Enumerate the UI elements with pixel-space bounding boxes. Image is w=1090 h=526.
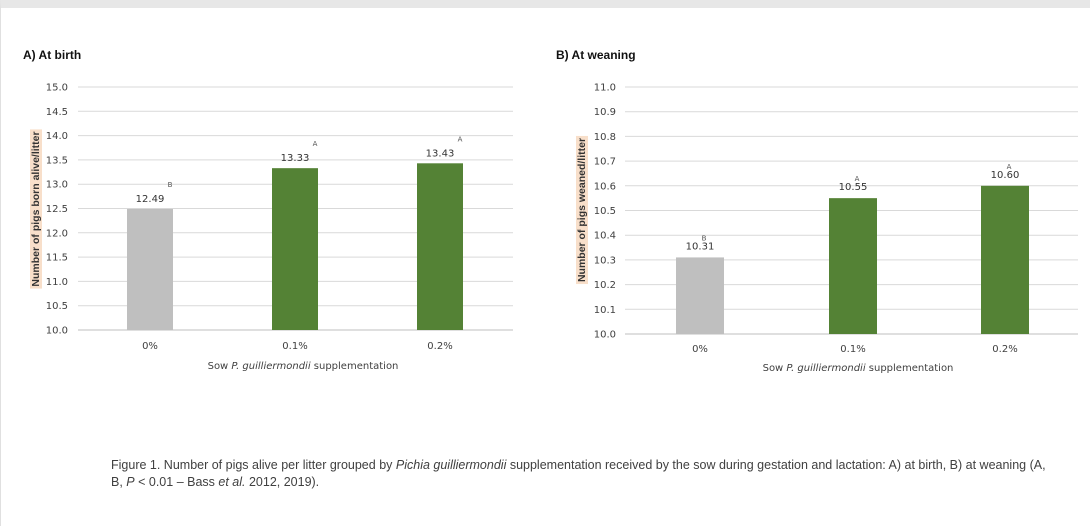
x-axis-title-part: supplementation: [866, 363, 954, 374]
y-tick-label-weaning: 10.8: [594, 132, 616, 143]
significance-letter-birth: B: [168, 181, 173, 189]
significance-letter-weaning: A: [855, 175, 860, 183]
y-tick-label-weaning: 10.7: [594, 157, 616, 168]
y-axis-label-birth: Number of pigs born alive/litter: [30, 131, 42, 286]
y-tick-label-weaning: 10.1: [594, 305, 616, 316]
caption-species: Pichia guilliermondii: [395, 458, 507, 472]
x-tick-label-weaning: 0.1%: [840, 344, 865, 355]
y-tick-label-weaning: 11.0: [594, 83, 616, 94]
x-tick-label-weaning: 0%: [692, 344, 708, 355]
figure-caption: Figure 1. Number of pigs alive per litte…: [111, 457, 1051, 491]
x-axis-title-part: P. guilliermondii: [231, 361, 310, 372]
y-tick-label-weaning: 10.2: [594, 280, 616, 291]
value-label-weaning: 10.60: [991, 170, 1020, 181]
y-tick-label-birth: 12.0: [46, 228, 68, 239]
x-tick-label-birth: 0.2%: [427, 341, 452, 352]
y-axis-label-group-weaning: Number of pigs weaned/litter: [576, 135, 588, 285]
y-tick-label-birth: 14.0: [46, 131, 68, 142]
significance-letter-birth: A: [313, 140, 318, 148]
x-axis-title-birth: Sow P. guilliermondii supplementation: [208, 361, 399, 372]
bar-birth-0.1%: [272, 168, 318, 330]
y-tick-label-birth: 14.5: [46, 107, 68, 118]
y-tick-label-weaning: 10.0: [594, 330, 616, 341]
y-tick-label-birth: 11.5: [46, 253, 68, 264]
chart-title-birth: A) At birth: [23, 48, 81, 62]
significance-letter-weaning: B: [702, 234, 707, 242]
y-tick-label-weaning: 10.6: [594, 181, 616, 192]
value-label-weaning: 10.31: [686, 241, 715, 252]
y-tick-label-birth: 13.5: [46, 155, 68, 166]
y-axis-label-weaning: Number of pigs weaned/litter: [576, 138, 588, 282]
y-tick-label-weaning: 10.4: [594, 231, 616, 242]
bar-weaning-0%: [676, 257, 724, 334]
bar-birth-0%: [127, 208, 173, 330]
caption-text-3: < 0.01 – Bass: [134, 475, 219, 489]
value-label-birth: 13.33: [281, 153, 310, 164]
x-axis-title-part: Sow: [763, 363, 787, 374]
x-tick-label-weaning: 0.2%: [992, 344, 1017, 355]
caption-text-2: supplementation received by the sow duri…: [111, 458, 1046, 489]
y-axis-label-highlight-weaning: [576, 135, 588, 285]
value-label-weaning: 10.55: [839, 182, 868, 193]
x-tick-label-birth: 0.1%: [282, 341, 307, 352]
bar-weaning-0.1%: [829, 198, 877, 334]
caption-text-1: Figure 1. Number of pigs alive per litte…: [111, 458, 396, 472]
significance-letter-birth: A: [458, 135, 463, 143]
y-axis-label-highlight-birth: [30, 129, 42, 289]
x-axis-title-part: P. guilliermondii: [786, 363, 865, 374]
bar-birth-0.2%: [417, 163, 463, 330]
significance-letter-weaning: A: [1007, 163, 1012, 171]
y-tick-label-birth: 10.5: [46, 301, 68, 312]
x-axis-title-weaning: Sow P. guilliermondii supplementation: [763, 363, 954, 374]
y-tick-label-birth: 13.0: [46, 180, 68, 191]
y-axis-label-group-birth: Number of pigs born alive/litter: [30, 129, 42, 289]
value-label-birth: 13.43: [426, 148, 455, 159]
y-tick-label-weaning: 10.3: [594, 255, 616, 266]
bar-weaning-0.2%: [981, 185, 1029, 334]
y-tick-label-weaning: 10.9: [594, 107, 616, 118]
x-axis-title-part: supplementation: [311, 361, 399, 372]
x-tick-label-birth: 0%: [142, 341, 158, 352]
y-tick-label-weaning: 10.5: [594, 206, 616, 217]
caption-p: P: [126, 475, 135, 489]
chart-title-weaning: B) At weaning: [556, 48, 636, 62]
value-label-birth: 12.49: [136, 194, 165, 205]
x-axis-title-part: Sow: [208, 361, 232, 372]
caption-etal: et al.: [218, 475, 246, 489]
y-tick-label-birth: 12.5: [46, 204, 68, 215]
caption-text-4: 2012, 2019).: [245, 475, 320, 489]
y-tick-label-birth: 10.0: [46, 326, 68, 337]
y-tick-label-birth: 15.0: [46, 83, 68, 94]
y-tick-label-birth: 11.0: [46, 277, 68, 288]
